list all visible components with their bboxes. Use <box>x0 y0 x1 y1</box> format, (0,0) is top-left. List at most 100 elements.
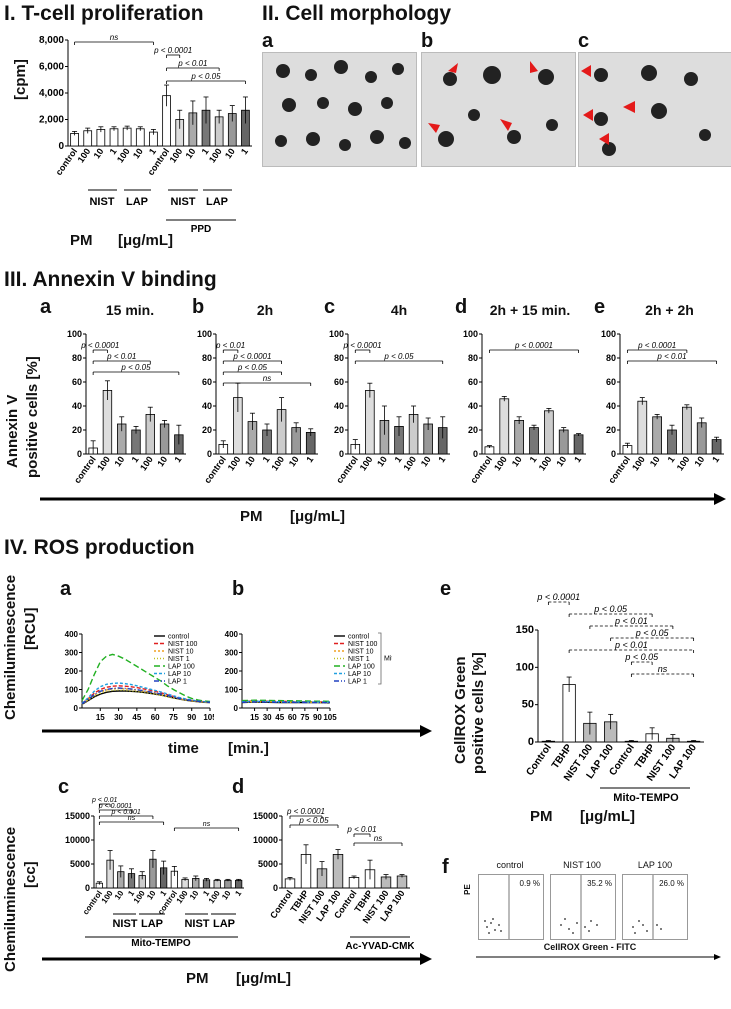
ros-c-group-nist-mito: NIST <box>184 918 209 930</box>
x-tick-label: 45 <box>275 713 284 722</box>
y-tick-label: 0 <box>77 449 82 459</box>
significance-label: p < 0.0001 <box>232 352 271 361</box>
section-title-proliferation: I. T-cell proliferation <box>4 2 204 25</box>
legend-label: control <box>348 634 369 641</box>
x-tick-label: 1 <box>158 889 168 898</box>
bar <box>682 406 692 455</box>
bar <box>224 879 232 889</box>
x-tick-label: 10 <box>131 146 145 160</box>
series-line <box>241 701 331 704</box>
series-line <box>241 699 331 702</box>
flow-xlabel: CellROX Green - FITC <box>543 942 637 952</box>
x-tick-label: 100 <box>76 146 93 164</box>
x-tick-label: 10 <box>113 889 126 902</box>
x-tick-label: control <box>334 454 360 485</box>
bar <box>652 416 663 455</box>
series-line <box>81 653 211 703</box>
x-tick-label: control <box>54 146 80 177</box>
x-tick-label: 60 <box>288 713 297 722</box>
y-tick-label: 100 <box>516 661 534 673</box>
y-tick-label: 0 <box>528 736 534 748</box>
significance-label: p < 0.01 <box>614 640 648 650</box>
ros-unit-label: [μg/mL] <box>236 970 291 987</box>
x-tick-label: 10 <box>112 454 126 468</box>
y-tick-label: 400 <box>65 630 79 639</box>
ros-c-group-nist: NIST <box>112 918 137 930</box>
x-tick-label: 10 <box>155 454 169 468</box>
ros-panel-b-letter: b <box>232 578 245 600</box>
ros-a-unit: [RCU] <box>22 607 39 651</box>
x-tick-label: 90 <box>187 713 196 722</box>
y-tick-label: 100 <box>197 329 212 339</box>
ros-e-ylabel-2: positive cells [%] <box>470 652 487 774</box>
y-tick-label: 300 <box>65 649 79 658</box>
x-tick-label: 1 <box>130 454 141 464</box>
significance-label: p < 0.001 <box>110 809 140 816</box>
x-tick-label: control <box>202 454 228 485</box>
x-tick-label: 1 <box>233 889 243 898</box>
annexin-unit-label: [μg/mL] <box>290 508 345 525</box>
y-tick-label: 20 <box>202 425 212 435</box>
morph-panel-b-letter: b <box>421 30 434 52</box>
legend-label: LAP 1 <box>168 679 187 686</box>
y-tick-label: 300 <box>225 649 239 658</box>
x-tick-label: 10 <box>419 454 433 468</box>
significance-label: ns <box>110 33 118 42</box>
annexin-panel-e-letter: e <box>594 296 606 318</box>
y-tick-label: 100 <box>601 329 616 339</box>
annexin-panel-d-letter: d <box>455 296 468 318</box>
flow-plot-lap: 26.0 % <box>622 874 688 940</box>
ros-time-arrow <box>42 725 432 737</box>
x-tick-label: 15 <box>250 713 259 722</box>
y-tick-label: 100 <box>225 686 239 695</box>
x-tick-label: 1 <box>528 454 539 464</box>
ros-panel-f-letter: f <box>442 856 449 878</box>
ros-e-unit-label: [μg/mL] <box>580 808 635 825</box>
bar <box>544 410 554 455</box>
y-tick-label: 80 <box>334 353 344 363</box>
micrograph-c <box>578 52 731 167</box>
significance-label: p < 0.05 <box>298 816 329 825</box>
flow-title-lap: LAP 100 <box>637 860 673 870</box>
ros-c-group-lap: LAP <box>141 918 163 930</box>
x-tick-label: 100 <box>401 454 418 472</box>
x-tick-label: 1 <box>304 454 315 464</box>
flow-pct-lap: 26.0 % <box>659 879 684 888</box>
significance-label: p < 0.0001 <box>536 592 580 602</box>
y-tick-label: 60 <box>334 377 344 387</box>
annexin-panel-d-title: 2h + 15 min. <box>489 302 571 318</box>
bar <box>514 420 525 455</box>
flow-ylabel: PE <box>462 884 472 895</box>
x-tick-label: 1 <box>126 889 136 898</box>
annexin-ylabel-2: positive cells [%] <box>24 356 41 478</box>
y-tick-label: 100 <box>67 329 82 339</box>
significance-label: p < 0.01 <box>346 825 376 834</box>
x-tick-label: 100 <box>115 146 132 164</box>
y-tick-label: 0 <box>273 883 278 893</box>
y-tick-label: 40 <box>334 401 344 411</box>
x-tick-label: 75 <box>300 713 309 722</box>
y-tick-label: 100 <box>65 686 79 695</box>
y-tick-label: 10000 <box>253 835 278 845</box>
x-tick-label: 75 <box>169 713 178 722</box>
ros-d-acyvad-label: Ac-YVAD-CMK <box>345 941 414 952</box>
flow-pct-control: 0.9 % <box>519 879 540 888</box>
x-tick-label: 10 <box>184 146 198 160</box>
x-tick-label: 45 <box>132 713 141 722</box>
y-tick-label: 6,000 <box>39 62 64 73</box>
x-tick-label: 100 <box>207 146 224 164</box>
y-tick-label: 0 <box>339 449 344 459</box>
y-tick-label: 0 <box>85 883 90 893</box>
x-tick-label: 15 <box>96 713 105 722</box>
x-tick-label: 1 <box>393 454 404 464</box>
x-tick-label: 90 <box>313 713 322 722</box>
significance-label: p < 0.01 <box>106 352 136 361</box>
y-tick-label: 80 <box>468 353 478 363</box>
legend-label: control <box>168 634 189 641</box>
ros-panel-a-letter: a <box>60 578 72 600</box>
bar <box>109 128 119 147</box>
